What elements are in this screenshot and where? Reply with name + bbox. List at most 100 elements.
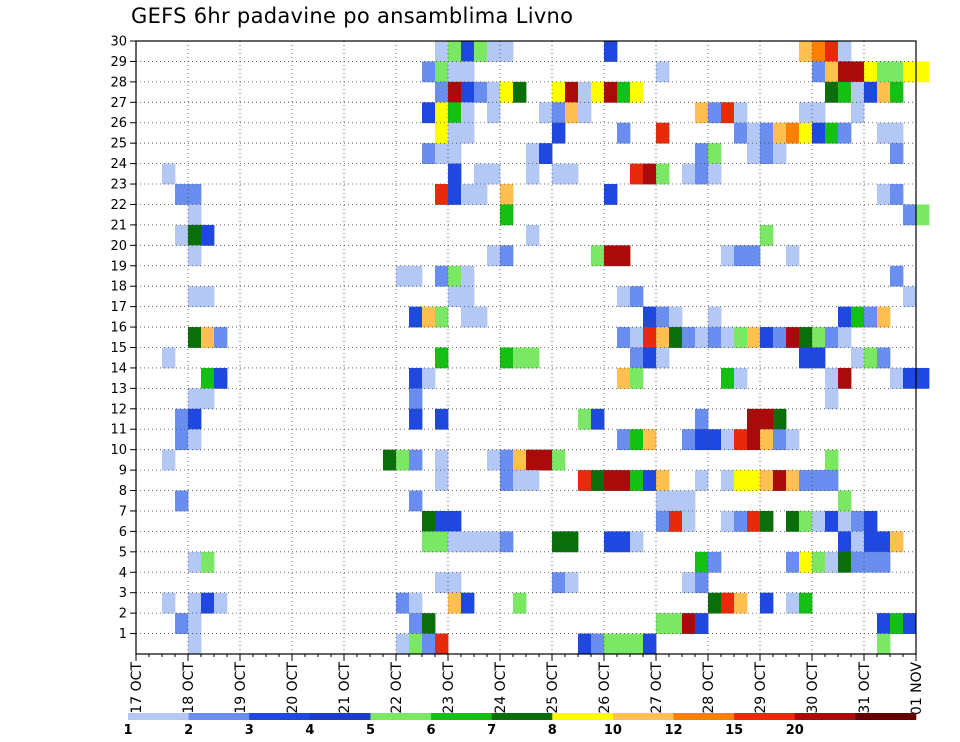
heatmap-cell xyxy=(890,61,904,83)
heatmap-cell xyxy=(890,613,904,634)
y-tick-label: 7 xyxy=(119,504,127,519)
heatmap-cell xyxy=(825,81,839,103)
heatmap-cell xyxy=(461,306,475,328)
heatmap-cell xyxy=(877,122,891,144)
heatmap-cell xyxy=(474,306,488,328)
heatmap-cell xyxy=(474,184,488,205)
heatmap-cell xyxy=(890,265,904,287)
heatmap-cell xyxy=(604,184,618,205)
heatmap-cell xyxy=(552,531,566,553)
heatmap-cell xyxy=(513,81,527,103)
heatmap-cell xyxy=(188,551,202,573)
heatmap-cell xyxy=(513,347,527,369)
heatmap-cell xyxy=(552,102,566,124)
y-tick-label: 3 xyxy=(119,586,127,601)
heatmap-cell xyxy=(825,388,839,410)
heatmap-cell xyxy=(825,367,839,389)
heatmap-cell xyxy=(461,286,475,308)
heatmap-cell xyxy=(409,449,423,471)
heatmap-cell xyxy=(656,470,670,491)
heatmap-cell xyxy=(851,102,865,124)
heatmap-cell xyxy=(513,592,527,614)
legend-label: 7 xyxy=(487,723,496,738)
heatmap-cell xyxy=(838,490,852,512)
heatmap-cell xyxy=(435,61,449,83)
y-tick-label: 17 xyxy=(110,300,127,315)
legend-label: 1 xyxy=(123,723,132,738)
heatmap-cell xyxy=(539,143,553,164)
heatmap-cell xyxy=(617,327,631,348)
heatmap-cell xyxy=(682,510,696,532)
heatmap-cell xyxy=(643,347,657,369)
heatmap-cell xyxy=(552,572,566,594)
heatmap-cell xyxy=(773,408,787,430)
heatmap-cell xyxy=(812,470,826,491)
heatmap-cell xyxy=(578,633,592,655)
heatmap-cells xyxy=(162,41,930,655)
heatmap-cell xyxy=(188,204,202,226)
y-tick-label: 26 xyxy=(110,116,127,131)
heatmap-cell xyxy=(409,633,423,655)
heatmap-cell xyxy=(474,163,488,185)
y-tick-label: 25 xyxy=(110,137,127,152)
chart-title: GEFS 6hr padavine po ansamblima Livno xyxy=(131,4,574,28)
heatmap-cell xyxy=(682,163,696,185)
heatmap-cell xyxy=(435,122,449,144)
heatmap-cell xyxy=(721,592,735,614)
x-tick-label: 23 OCT xyxy=(441,662,457,714)
heatmap-cell xyxy=(188,286,202,308)
heatmap-cell xyxy=(604,531,618,553)
heatmap-cell xyxy=(435,184,449,205)
heatmap-cell xyxy=(578,408,592,430)
legend-swatch xyxy=(491,713,553,720)
heatmap-cell xyxy=(448,184,462,205)
heatmap-cell xyxy=(422,613,436,634)
heatmap-cell xyxy=(747,429,761,451)
heatmap-cell xyxy=(786,592,800,614)
heatmap-cell xyxy=(812,61,826,83)
heatmap-cell xyxy=(435,572,449,594)
heatmap-cell xyxy=(838,510,852,532)
heatmap-cell xyxy=(786,245,800,267)
heatmap-cell xyxy=(435,41,449,62)
y-tick-label: 2 xyxy=(119,607,127,622)
legend-swatch xyxy=(673,713,735,720)
y-tick-label: 11 xyxy=(110,423,127,438)
heatmap-cell xyxy=(760,143,774,164)
heatmap-cell xyxy=(669,306,683,328)
heatmap-cell xyxy=(448,510,462,532)
legend-swatch xyxy=(794,713,856,720)
heatmap-cell xyxy=(487,41,501,62)
y-tick-label: 1 xyxy=(119,627,127,642)
heatmap-cell xyxy=(708,429,722,451)
x-tick-label: 01 NOV xyxy=(909,662,925,716)
heatmap-cell xyxy=(695,470,709,491)
heatmap-cell xyxy=(500,204,514,226)
legend-label: 10 xyxy=(604,723,622,738)
heatmap-cell xyxy=(500,41,514,62)
x-tick-label: 26 OCT xyxy=(597,662,613,714)
x-tick-label: 29 OCT xyxy=(753,662,769,714)
heatmap-cell xyxy=(799,551,813,573)
heatmap-cell xyxy=(617,531,631,553)
heatmap-cell xyxy=(630,531,644,553)
heatmap-cell xyxy=(890,143,904,164)
heatmap-cell xyxy=(487,245,501,267)
x-tick-label: 22 OCT xyxy=(389,662,405,714)
heatmap-cell xyxy=(838,306,852,328)
heatmap-cell xyxy=(890,81,904,103)
heatmap-cell xyxy=(760,408,774,430)
legend-swatch xyxy=(855,713,917,720)
heatmap-cell xyxy=(786,510,800,532)
heatmap-cell xyxy=(175,224,189,246)
heatmap-cell xyxy=(695,429,709,451)
heatmap-cell xyxy=(188,429,202,451)
heatmap-cell xyxy=(630,286,644,308)
heatmap-cell xyxy=(903,286,917,308)
heatmap-cell xyxy=(760,122,774,144)
heatmap-cell xyxy=(695,163,709,185)
heatmap-cell xyxy=(617,429,631,451)
heatmap-cell xyxy=(877,551,891,573)
heatmap-cell xyxy=(175,490,189,512)
y-tick-label: 24 xyxy=(110,157,127,172)
